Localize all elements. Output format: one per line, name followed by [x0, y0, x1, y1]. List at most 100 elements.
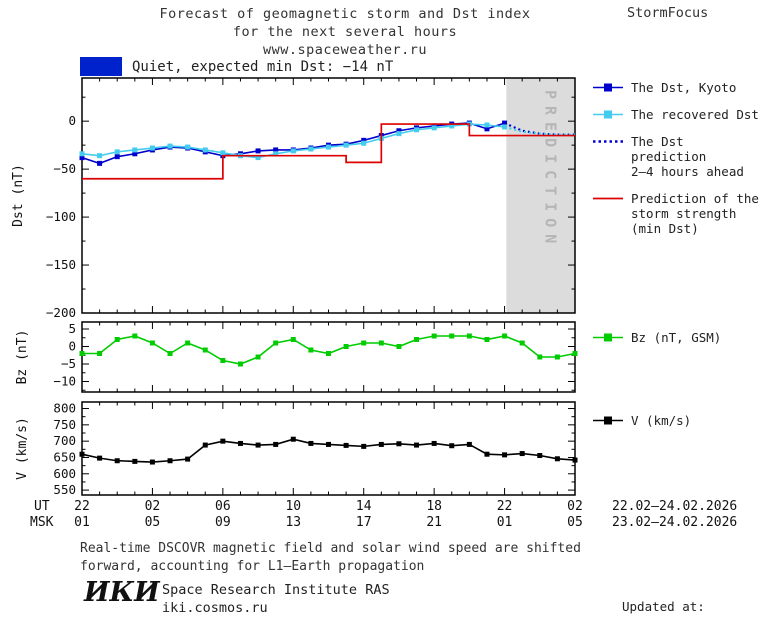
series-dst-kyoto-marker — [502, 120, 508, 126]
series-recovered-dst-marker — [255, 155, 261, 161]
site-url: www.spaceweather.ru — [263, 42, 427, 58]
updated-label: Updated at: — [622, 599, 705, 614]
legend-item-storm-prediction: Prediction of the storm strength (min Ds… — [593, 191, 760, 236]
series-bz-marker — [167, 351, 173, 356]
y-tick-label: 600 — [53, 466, 76, 481]
ut-date-range: 22.02—24.02.2026 — [612, 499, 738, 514]
series-recovered-dst-marker — [431, 125, 437, 131]
msk-tick-label: 05 — [567, 515, 583, 530]
series-recovered-dst-marker — [79, 151, 85, 157]
iki-logo: ИКИ — [84, 577, 160, 608]
y-tick-label: 0 — [68, 339, 76, 354]
series-recovered-dst-marker — [361, 140, 367, 146]
series-recovered-dst-marker — [449, 123, 455, 129]
ut-tick-label: 22 — [496, 499, 513, 514]
series-v-marker — [97, 455, 103, 461]
series-v-marker — [237, 440, 243, 446]
page-header: Forecast of geomagnetic storm and Dst in… — [0, 5, 690, 59]
y-tick-label: −150 — [46, 257, 76, 272]
series-v-marker — [361, 443, 367, 449]
series-recovered-dst-marker — [97, 153, 103, 159]
prediction-band — [506, 78, 575, 313]
storm-status: Quiet, expected min Dst: −14 nT — [80, 57, 393, 76]
series-bz-marker — [414, 337, 420, 342]
y-tick-label: 550 — [53, 482, 76, 497]
y-tick-label: 0 — [68, 113, 76, 128]
series-v-marker — [502, 452, 508, 458]
series-v-marker — [396, 441, 402, 447]
series-bz-marker — [149, 340, 155, 346]
series-v-marker — [273, 441, 279, 447]
y-tick-label: −100 — [46, 209, 76, 224]
y-tick-label: 750 — [53, 417, 76, 432]
series-v-marker — [255, 442, 261, 448]
ut-tick-label: 22 — [74, 499, 90, 514]
series-dst-kyoto-marker — [396, 128, 402, 134]
series-dst-kyoto-marker — [97, 160, 103, 166]
legend-label: The Dst prediction 2—4 hours ahead — [631, 134, 744, 179]
y-tick-label: 5 — [68, 321, 76, 336]
y-tick-label: −50 — [53, 161, 76, 176]
series-recovered-dst-prediction — [504, 125, 575, 136]
series-recovered-dst-marker — [149, 145, 155, 151]
series-storm-prediction — [82, 123, 575, 180]
series-dst-kyoto-marker — [484, 126, 490, 132]
y-tick-label: −5 — [61, 356, 76, 371]
series-recovered-dst-marker — [484, 122, 490, 128]
y-tick-label: −10 — [53, 374, 76, 389]
series-v-marker — [132, 458, 138, 464]
series-v-marker — [554, 456, 560, 462]
y-tick-label: 700 — [53, 433, 76, 448]
series-recovered-dst-marker — [290, 148, 296, 154]
legend-label: V (km/s) — [631, 413, 692, 428]
series-v-marker — [79, 451, 85, 457]
series-bz — [82, 335, 576, 365]
series-dst-kyoto-marker — [273, 147, 279, 153]
ut-axis-label: UT — [34, 499, 50, 514]
series-bz-marker — [361, 340, 367, 346]
series-bz-marker — [114, 337, 120, 342]
series-v-marker — [484, 451, 490, 457]
legend-label: The recovered Dst — [631, 107, 759, 122]
updated-at-block: Updated at: UT 22:05, 23.02.2026 MSK 01:… — [600, 564, 758, 620]
series-v-marker — [220, 438, 226, 444]
series-recovered-dst-marker — [185, 144, 191, 150]
series-recovered-dst-marker — [114, 149, 120, 155]
bz-marker-icon — [593, 333, 623, 342]
prediction-band-label: PREDICTION — [542, 90, 560, 250]
series-recovered-dst-marker — [308, 146, 314, 152]
status-text: Quiet, expected min Dst: −14 nT — [132, 58, 394, 75]
y-tick-label: 800 — [53, 401, 76, 416]
institute-name: Space Research Institute RAS — [162, 582, 390, 598]
legend-label: Bz (nT, GSM) — [631, 330, 722, 345]
series-v-marker — [114, 458, 120, 464]
y-axis-label: V (km/s) — [15, 417, 30, 480]
series-dst-kyoto-marker — [132, 151, 138, 157]
footnote: Real-time DSCOVR magnetic field and sola… — [80, 541, 581, 574]
series-bz-marker — [79, 351, 85, 356]
series-recovered-dst-marker — [273, 151, 279, 157]
series-dst-kyoto-marker — [361, 137, 367, 143]
series-recovered-dst-marker — [502, 124, 508, 130]
legend-item-recovered-dst: The recovered Dst — [593, 107, 760, 122]
legend-item-dst-prediction: The Dst prediction 2—4 hours ahead — [593, 134, 760, 179]
ut-tick-label: 18 — [426, 499, 442, 514]
series-bz-marker — [220, 358, 226, 363]
msk-axis-row: MSK 01 05 09 13 17 21 01 05 23.02—24.02.2026 — [0, 515, 760, 531]
msk-tick-label: 01 — [496, 515, 513, 530]
plot-border — [81, 321, 576, 393]
series-bz-marker — [237, 361, 243, 367]
msk-tick-label: 21 — [426, 515, 442, 530]
series-bz-marker — [537, 354, 543, 360]
ut-tick-label: 02 — [144, 499, 161, 514]
msk-tick-label: 09 — [215, 515, 231, 530]
series-v-marker — [343, 442, 349, 448]
legend-label: The Dst, Kyoto — [631, 80, 737, 95]
series-bz-marker — [449, 333, 455, 339]
series-bz-marker — [431, 333, 437, 339]
series-bz-marker — [255, 354, 261, 360]
page-subtitle: for the next several hours — [232, 24, 458, 40]
series-v-marker — [449, 443, 455, 449]
series-bz-marker — [132, 333, 138, 339]
